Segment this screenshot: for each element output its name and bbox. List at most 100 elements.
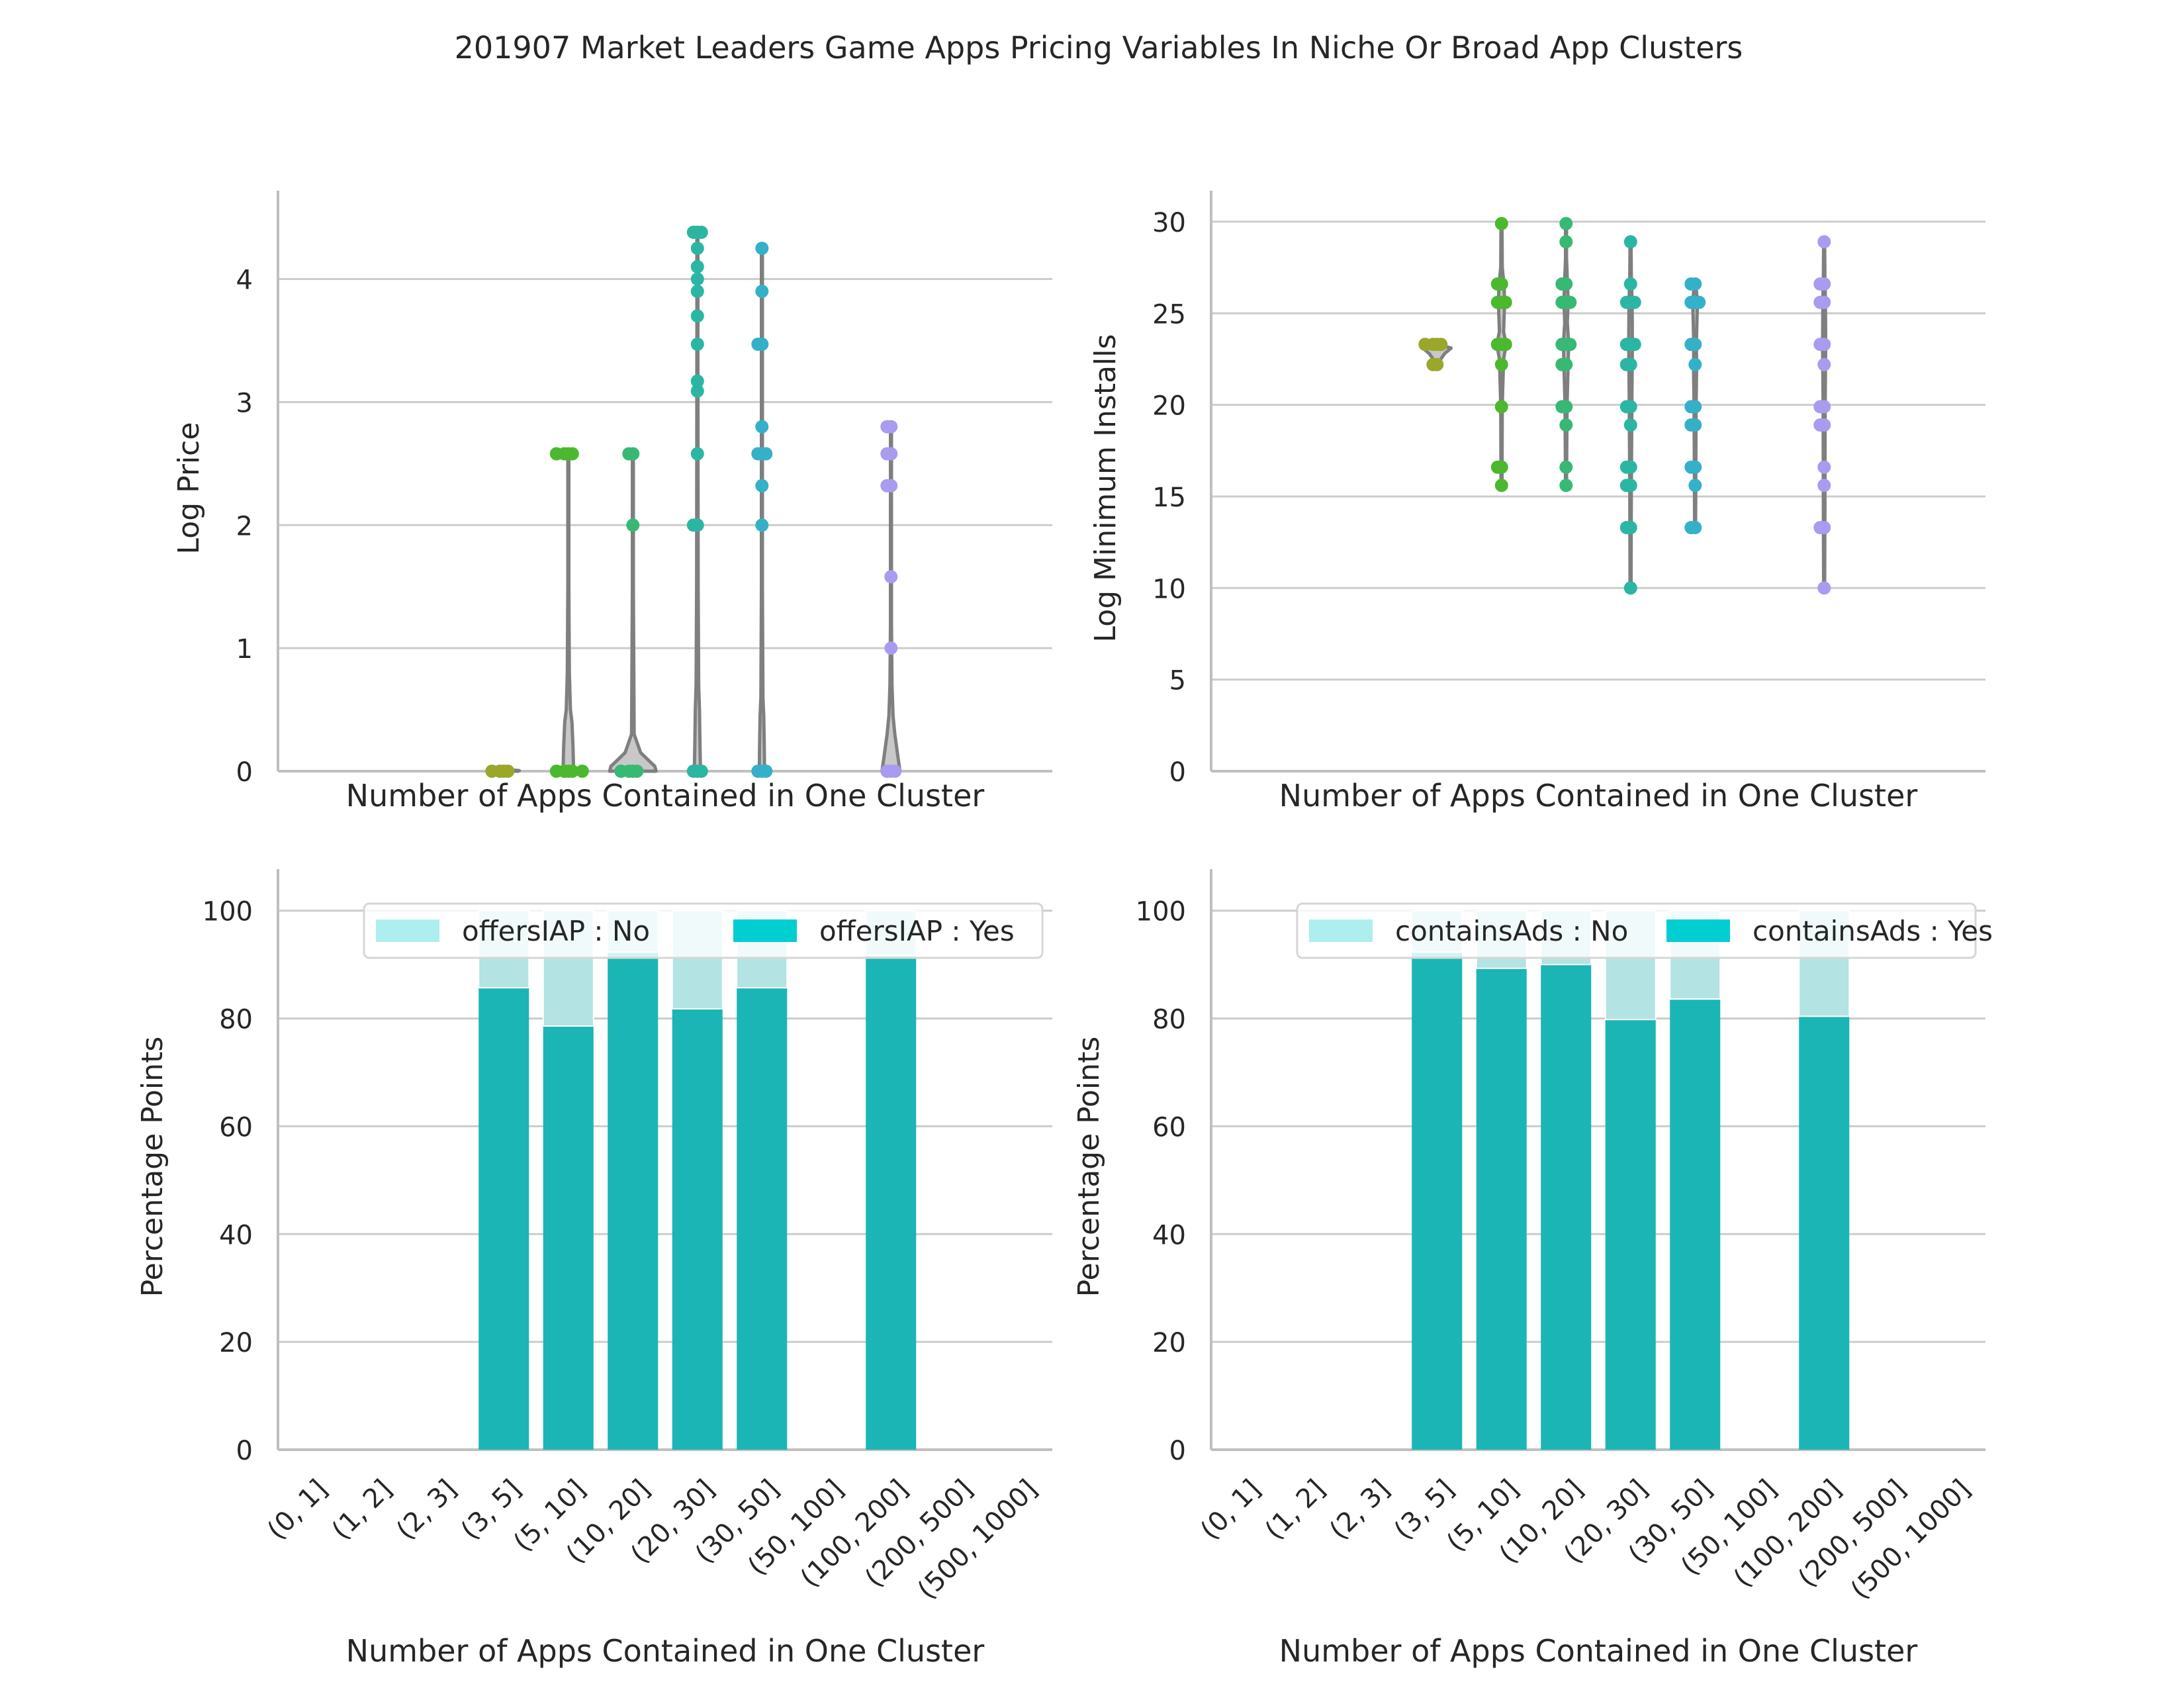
ads-ytick-label: 80 [1152,1005,1186,1035]
iap-ytick-label: 100 [203,897,253,927]
price-strip-point [884,641,898,655]
installs-strip-point [1555,277,1569,291]
price-strip-point [690,242,704,256]
price-ytick-label: 3 [236,388,253,418]
price-strip-point [614,765,628,778]
installs-violin [1821,240,1828,590]
price-strip-point [690,338,704,351]
installs-strip-point [1817,357,1831,371]
installs-strip-point [1817,460,1831,474]
iap-ytick-label: 80 [219,1005,253,1035]
price-strip-point [884,570,898,584]
installs-strip-point [1817,581,1831,595]
installs-ytick-label: 10 [1152,574,1186,604]
iap-ytick-label: 20 [219,1328,253,1358]
installs-strip-point [1623,235,1637,249]
iap-legend-label: offersIAP : Yes [819,915,1015,947]
ads-bar-yes [1412,952,1463,1450]
installs-ytick-label: 30 [1152,208,1186,238]
iap-legend-swatch [376,919,439,942]
installs-strip-point [1688,479,1702,492]
installs-strip-point [1426,357,1440,371]
iap-bar-yes [737,988,788,1450]
installs-strip-point [1684,521,1698,534]
installs-strip-point [1619,460,1633,474]
price-strip-point [549,447,563,461]
price-strip-point [690,447,704,461]
installs-strip-point [1627,295,1641,309]
ads-ytick-label: 20 [1152,1328,1186,1358]
installs-violin [1561,222,1570,487]
installs-strip-point [1619,400,1633,414]
iap-ytick-label: 0 [236,1436,253,1466]
installs-strip-point [1619,357,1633,371]
installs-strip-point [1559,235,1573,249]
iap-ytick-label: 60 [219,1112,253,1143]
ads-legend-label: containsAds : Yes [1752,915,1993,947]
ads-x-axis-label: Number of Apps Contained in One Cluster [1279,1633,1918,1669]
installs-strip-point [1623,418,1637,432]
installs-strip-point [1490,460,1504,474]
iap-y-axis-label: Percentage Points [136,1037,169,1297]
ads-bar-yes [1476,968,1527,1450]
installs-violin [1627,240,1634,590]
installs-strip-point [1559,216,1573,230]
price-ytick-label: 1 [236,634,253,665]
price-violin-panel: 0 1 2 3 4 Log Price Number of Apps Contained i… [172,191,1052,814]
installs-ytick-label: 0 [1169,757,1186,788]
installs-strip-point [1619,479,1633,492]
price-ytick-label: 0 [236,757,253,788]
installs-strip-point [1817,235,1831,249]
installs-violin-panel: 0 5 10 15 20 25 30 Log Minimum Installs Number o… [1089,191,1985,814]
ads-ytick-label: 40 [1152,1220,1186,1250]
installs-strip-point [1813,338,1827,352]
installs-strip-point [1817,479,1831,492]
price-strip-point [755,479,769,492]
installs-strip-point [1559,418,1573,432]
price-strip-point [686,518,700,532]
price-strip-point [690,272,704,286]
installs-strip-point [1684,418,1698,432]
price-strip-point [755,420,769,434]
ads-legend: containsAds : No containsAds : Yes [1296,902,1993,959]
price-ytick-label: 2 [236,511,253,541]
ads-ytick-label: 100 [1136,897,1186,927]
installs-strip-point [1494,479,1508,492]
installs-strip-point [1684,400,1698,414]
installs-strip-point [1559,479,1573,492]
ads-legend-label: containsAds : No [1395,915,1628,947]
iap-bar-yes [866,955,917,1450]
installs-strip-point [1813,400,1827,414]
installs-strip-point [1563,295,1577,309]
price-strip-point [880,420,894,434]
ads-legend-swatch [1309,919,1373,942]
installs-strip-point [1555,357,1569,371]
installs-x-axis-label: Number of Apps Contained in One Cluster [1279,778,1918,814]
price-strip-point [751,338,765,351]
price-strip-point [690,384,704,398]
iap-x-axis-label: Number of Apps Contained in One Cluster [346,1633,985,1669]
price-x-axis-label: Number of Apps Contained in One Cluster [346,778,985,814]
installs-strip-point [1684,460,1698,474]
installs-ytick-label: 5 [1169,666,1186,696]
price-strip-point [549,765,563,778]
price-strip-point [630,765,644,778]
price-strip-point [759,447,773,461]
installs-strip-point [1559,460,1573,474]
installs-strip-point [1498,295,1512,309]
installs-ytick-label: 15 [1152,483,1186,513]
installs-strip-point [1813,418,1827,432]
installs-ytick-label: 25 [1152,299,1186,330]
installs-ytick-label: 20 [1152,391,1186,422]
ads-bar-yes [1541,964,1592,1450]
installs-strip-point [1418,338,1432,352]
installs-strip-point [1490,277,1504,291]
ads-bar-yes [1605,1019,1656,1450]
installs-strip-point [1434,338,1448,352]
installs-strip-point [1494,216,1508,230]
installs-strip-point [1494,357,1508,371]
price-y-axis-label: Log Price [172,422,206,555]
installs-strip-point [1692,295,1706,309]
installs-strip-point [1563,338,1577,352]
installs-strip-point [1684,277,1698,291]
